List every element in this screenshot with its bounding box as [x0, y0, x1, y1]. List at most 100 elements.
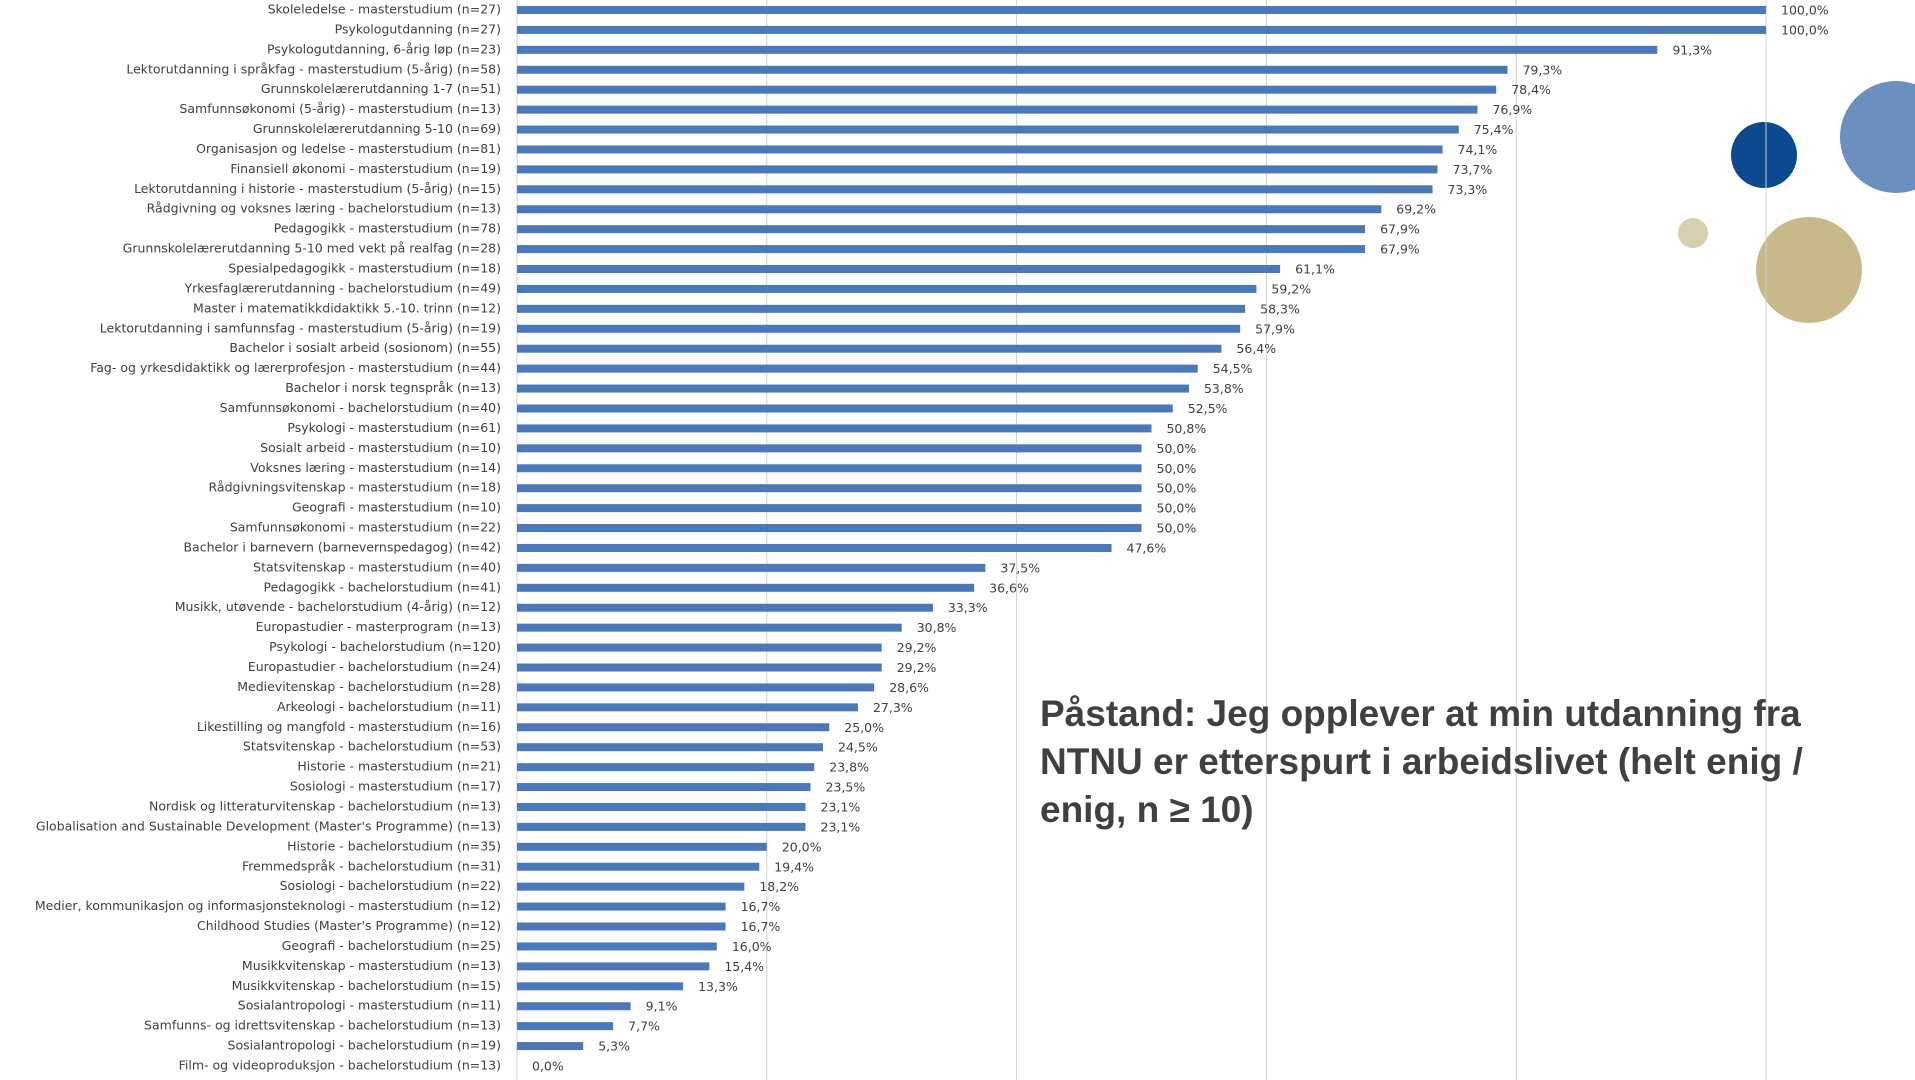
- y-tick-label: Musikkvitenskap - masterstudium (n=13): [242, 958, 501, 973]
- bar: [517, 444, 1142, 453]
- bar: [517, 763, 815, 772]
- bar: [517, 344, 1222, 353]
- value-label: 91,3%: [1672, 42, 1712, 57]
- value-label: 50,0%: [1157, 501, 1197, 516]
- y-tick-label: Sosialt arbeid - masterstudium (n=10): [260, 440, 501, 455]
- bar: [517, 324, 1241, 333]
- value-label: 25,0%: [844, 720, 884, 735]
- y-tick-label: Musikk, utøvende - bachelorstudium (4-år…: [175, 599, 501, 614]
- bar: [517, 643, 882, 652]
- y-tick-label: Europastudier - masterprogram (n=13): [256, 619, 501, 634]
- y-tick-label: Statsvitenskap - bachelorstudium (n=53): [243, 739, 501, 754]
- bar: [517, 902, 726, 911]
- bar: [517, 245, 1366, 254]
- y-tick-label: Fremmedspråk - bachelorstudium (n=31): [242, 858, 501, 873]
- value-label: 61,1%: [1295, 262, 1335, 277]
- value-label: 75,4%: [1474, 122, 1514, 137]
- y-tick-label: Likestilling og mangfold - masterstudium…: [197, 719, 501, 734]
- value-label: 56,4%: [1236, 341, 1276, 356]
- y-tick-label: Finansiell økonomi - masterstudium (n=19…: [230, 161, 501, 176]
- bar: [517, 1042, 584, 1051]
- y-tick-label: Geografi - bachelorstudium (n=25): [282, 938, 501, 953]
- bar: [517, 145, 1443, 154]
- value-label: 18,2%: [759, 879, 799, 894]
- bar: [517, 364, 1198, 373]
- y-tick-label: Historie - bachelorstudium (n=35): [287, 838, 501, 853]
- bar: [517, 882, 745, 891]
- value-label: 73,3%: [1448, 182, 1488, 197]
- value-label: 50,0%: [1157, 481, 1197, 496]
- bar: [517, 185, 1433, 194]
- bar: [517, 922, 726, 931]
- bar: [517, 284, 1257, 293]
- bar: [517, 304, 1246, 313]
- value-label: 13,3%: [698, 979, 738, 994]
- bar: [517, 583, 975, 592]
- y-tick-label: Geografi - masterstudium (n=10): [292, 500, 501, 515]
- bar: [517, 723, 830, 732]
- y-tick-label: Bachelor i barnevern (barnevernspedagog)…: [183, 539, 501, 554]
- bar: [517, 802, 806, 811]
- value-label: 78,4%: [1511, 82, 1551, 97]
- value-label: 50,0%: [1157, 441, 1197, 456]
- y-tick-label: Psykologi - bachelorstudium (n=120): [269, 639, 501, 654]
- y-tick-label: Skoleledelse - masterstudium (n=27): [268, 2, 501, 17]
- y-tick-label: Europastudier - bachelorstudium (n=24): [248, 659, 501, 674]
- bar: [517, 942, 717, 951]
- value-label: 69,2%: [1396, 202, 1436, 217]
- bar: [517, 404, 1173, 413]
- value-label: 23,1%: [821, 799, 861, 814]
- bar: [517, 862, 760, 871]
- value-label: 74,1%: [1458, 142, 1498, 157]
- y-tick-label: Pedagogikk - bachelorstudium (n=41): [263, 579, 501, 594]
- value-label: 29,2%: [897, 640, 937, 655]
- y-tick-label: Medier, kommunikasjon og informasjonstek…: [35, 898, 501, 913]
- y-tick-label: Arkeologi - bachelorstudium (n=11): [277, 699, 501, 714]
- bar: [517, 1002, 631, 1011]
- bar: [517, 165, 1438, 174]
- y-tick-label: Sosiologi - masterstudium (n=17): [290, 779, 501, 794]
- bar: [517, 105, 1478, 114]
- bar: [517, 982, 684, 991]
- y-tick-label: Rådgivning og voksnes læring - bachelors…: [147, 201, 501, 216]
- y-tick-label: Bachelor i norsk tegnspråk (n=13): [285, 380, 501, 395]
- bar: [517, 45, 1658, 54]
- value-label: 54,5%: [1213, 361, 1253, 376]
- value-label: 23,1%: [821, 819, 861, 834]
- bar: [517, 842, 767, 851]
- value-label: 50,8%: [1166, 421, 1206, 436]
- value-label: 53,8%: [1204, 381, 1244, 396]
- bar: [517, 663, 882, 672]
- bar: [517, 205, 1382, 214]
- chart-title: Påstand: Jeg opplever at min utdanning f…: [1040, 693, 1803, 830]
- value-label: 29,2%: [897, 660, 937, 675]
- bar: [517, 623, 902, 632]
- y-tick-label: Lektorutdanning i språkfag - masterstudi…: [126, 61, 501, 76]
- y-tick-label: Voksnes læring - masterstudium (n=14): [250, 460, 501, 475]
- y-tick-label: Grunnskolelærerutdanning 5-10 (n=69): [253, 121, 501, 136]
- bar: [517, 6, 1766, 14]
- decor-circle: [1840, 81, 1915, 193]
- value-label: 33,3%: [948, 600, 988, 615]
- y-tick-label: Samfunns- og idrettsvitenskap - bachelor…: [144, 1018, 501, 1033]
- bar: [517, 85, 1497, 94]
- y-tick-label: Globalisation and Sustainable Developmen…: [36, 818, 501, 833]
- bar: [517, 683, 875, 692]
- value-label: 52,5%: [1188, 401, 1228, 416]
- y-tick-label: Fag- og yrkesdidaktikk og lærerprofesjon…: [90, 360, 501, 375]
- y-tick-label: Musikkvitenskap - bachelorstudium (n=15): [232, 978, 501, 993]
- y-tick-label: Lektorutdanning i historie - masterstudi…: [134, 181, 501, 196]
- value-label: 57,9%: [1255, 321, 1295, 336]
- bar: [517, 504, 1142, 513]
- y-tick-label: Samfunnsøkonomi - masterstudium (n=22): [230, 520, 501, 535]
- value-label: 28,6%: [889, 680, 929, 695]
- bar: [517, 1022, 614, 1031]
- value-label: 0,0%: [532, 1059, 564, 1074]
- value-label: 30,8%: [917, 620, 957, 635]
- value-label: 67,9%: [1380, 222, 1420, 237]
- y-tick-label: Pedagogikk - masterstudium (n=78): [274, 221, 501, 236]
- y-tick-label: Historie - masterstudium (n=21): [297, 759, 501, 774]
- decor-circle: [1678, 218, 1708, 248]
